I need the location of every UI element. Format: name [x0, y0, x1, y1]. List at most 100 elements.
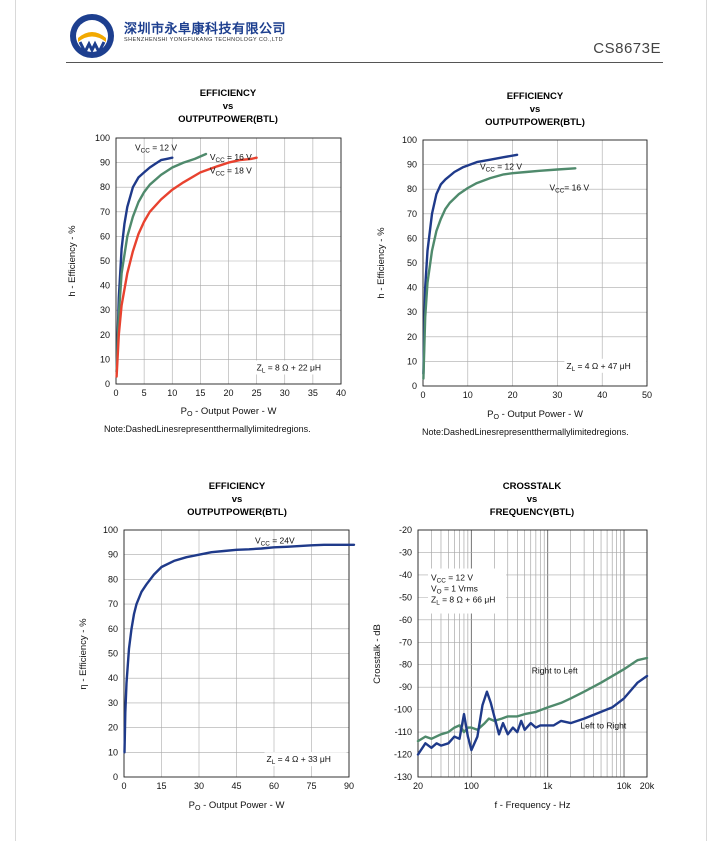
test-condition: VO = 1 Vrms — [431, 584, 478, 596]
chart-title-line: OUTPUTPOWER(BTL) — [178, 114, 278, 125]
series-line — [115, 152, 208, 373]
y-axis-label: Crosstalk - dB — [372, 624, 383, 684]
x-tick-label: 50 — [642, 390, 652, 400]
y-tick-label: 90 — [100, 158, 110, 168]
y-tick-label: 20 — [407, 332, 417, 342]
y-tick-label: -100 — [394, 705, 412, 715]
y-tick-label: 20 — [100, 330, 110, 340]
series-label: VCC = 18 V — [210, 166, 252, 178]
part-number: CS8673E — [593, 40, 661, 57]
x-tick-label: 90 — [344, 781, 354, 791]
y-tick-label: 20 — [108, 723, 118, 733]
test-condition: VCC = 12 V — [431, 573, 473, 585]
x-tick-label: 100 — [464, 781, 479, 791]
plot-frame — [115, 137, 342, 385]
y-tick-label: 100 — [402, 135, 417, 145]
plot-frame — [417, 529, 648, 778]
plot-frame — [422, 139, 648, 387]
y-tick-label: 10 — [407, 356, 417, 366]
y-tick-label: 30 — [108, 698, 118, 708]
series-line — [123, 543, 356, 754]
x-tick-label: 10 — [463, 390, 473, 400]
chart-title-line: vs — [223, 101, 234, 112]
y-tick-label: -50 — [399, 592, 412, 602]
series-line — [422, 153, 519, 375]
y-tick-label: 80 — [407, 184, 417, 194]
y-tick-label: 100 — [103, 525, 118, 535]
y-tick-label: 40 — [407, 283, 417, 293]
x-tick-label: 30 — [280, 388, 290, 398]
test-condition: ZL = 8 Ω + 66 μH — [431, 595, 495, 607]
series-line — [416, 674, 649, 756]
x-tick-label: 15 — [156, 781, 166, 791]
series-label: Right to Left — [532, 666, 578, 676]
load-annotation: ZL = 8 Ω + 22 μH — [257, 362, 321, 374]
series-line — [115, 156, 174, 373]
chart-title-line: vs — [232, 494, 243, 505]
y-tick-label: -30 — [399, 547, 412, 557]
x-tick-label: 75 — [306, 781, 316, 791]
y-tick-label: 80 — [108, 574, 118, 584]
y-tick-label: 90 — [407, 160, 417, 170]
x-tick-label: 15 — [195, 388, 205, 398]
y-tick-label: 0 — [105, 379, 110, 389]
y-axis-label: η - Efficiency - % — [78, 618, 89, 690]
x-tick-label: 20 — [413, 781, 423, 791]
y-tick-label: -90 — [399, 682, 412, 692]
y-tick-label: 40 — [100, 281, 110, 291]
x-tick-label: 25 — [252, 388, 262, 398]
annotation-bg — [264, 752, 347, 767]
y-tick-label: 100 — [95, 133, 110, 143]
chart-title-line: vs — [527, 494, 538, 505]
x-tick-label: 20k — [640, 781, 655, 791]
y-tick-label: 30 — [100, 305, 110, 315]
y-axis-label: h - Efficiency - % — [376, 227, 387, 299]
chart-title-line: EFFICIENCY — [507, 91, 564, 102]
x-axis-label: f - Frequency - Hz — [494, 800, 570, 811]
x-axis-label: PO - Output Power - W — [189, 800, 285, 812]
series-label: VCC = 16 V — [210, 152, 252, 164]
y-tick-label: -130 — [394, 772, 412, 782]
y-axis-label: h - Efficiency - % — [67, 225, 78, 297]
y-tick-label: 50 — [407, 258, 417, 268]
x-tick-label: 20 — [223, 388, 233, 398]
chart-note-1: Note:DashedLinesrepresentthermallylimite… — [104, 424, 311, 434]
y-tick-label: -70 — [399, 637, 412, 647]
y-tick-label: 30 — [407, 307, 417, 317]
y-tick-label: 60 — [407, 233, 417, 243]
chart-note-2: Note:DashedLinesrepresentthermallylimite… — [422, 427, 629, 437]
y-tick-label: 50 — [108, 649, 118, 659]
company-logo — [70, 14, 114, 58]
series-line — [422, 167, 577, 380]
load-annotation: ZL = 4 Ω + 33 μH — [267, 754, 331, 766]
x-tick-label: 35 — [308, 388, 318, 398]
y-tick-label: 90 — [108, 550, 118, 560]
chart-title-line: EFFICIENCY — [209, 481, 266, 492]
chart-title-line: EFFICIENCY — [200, 88, 257, 99]
y-tick-label: -80 — [399, 660, 412, 670]
chart-title-line: OUTPUTPOWER(BTL) — [485, 117, 585, 128]
x-tick-label: 40 — [597, 390, 607, 400]
x-axis-label: PO - Output Power - W — [181, 406, 277, 418]
annotation-bg — [564, 358, 647, 373]
y-tick-label: 10 — [100, 354, 110, 364]
y-tick-label: 10 — [108, 747, 118, 757]
document-header: 深圳市永阜康科技有限公司 SHENZHENSHI YONGFUKANG TECH… — [0, 0, 719, 70]
y-tick-label: -110 — [395, 727, 412, 737]
series-label: VCC= 16 V — [549, 182, 589, 194]
x-tick-label: 40 — [336, 388, 346, 398]
x-tick-label: 1k — [543, 781, 553, 791]
y-tick-label: 70 — [108, 599, 118, 609]
y-tick-label: 0 — [412, 381, 417, 391]
annotation-bg — [254, 360, 337, 375]
page-border-left — [15, 0, 16, 841]
company-name-en: SHENZHENSHI YONGFUKANG TECHNOLOGY CO.,LT… — [124, 37, 284, 43]
y-tick-label: 40 — [108, 673, 118, 683]
series-label: VCC = 24V — [255, 536, 295, 548]
y-tick-label: 70 — [407, 209, 417, 219]
y-tick-label: -40 — [399, 570, 412, 580]
y-tick-label: 60 — [100, 231, 110, 241]
